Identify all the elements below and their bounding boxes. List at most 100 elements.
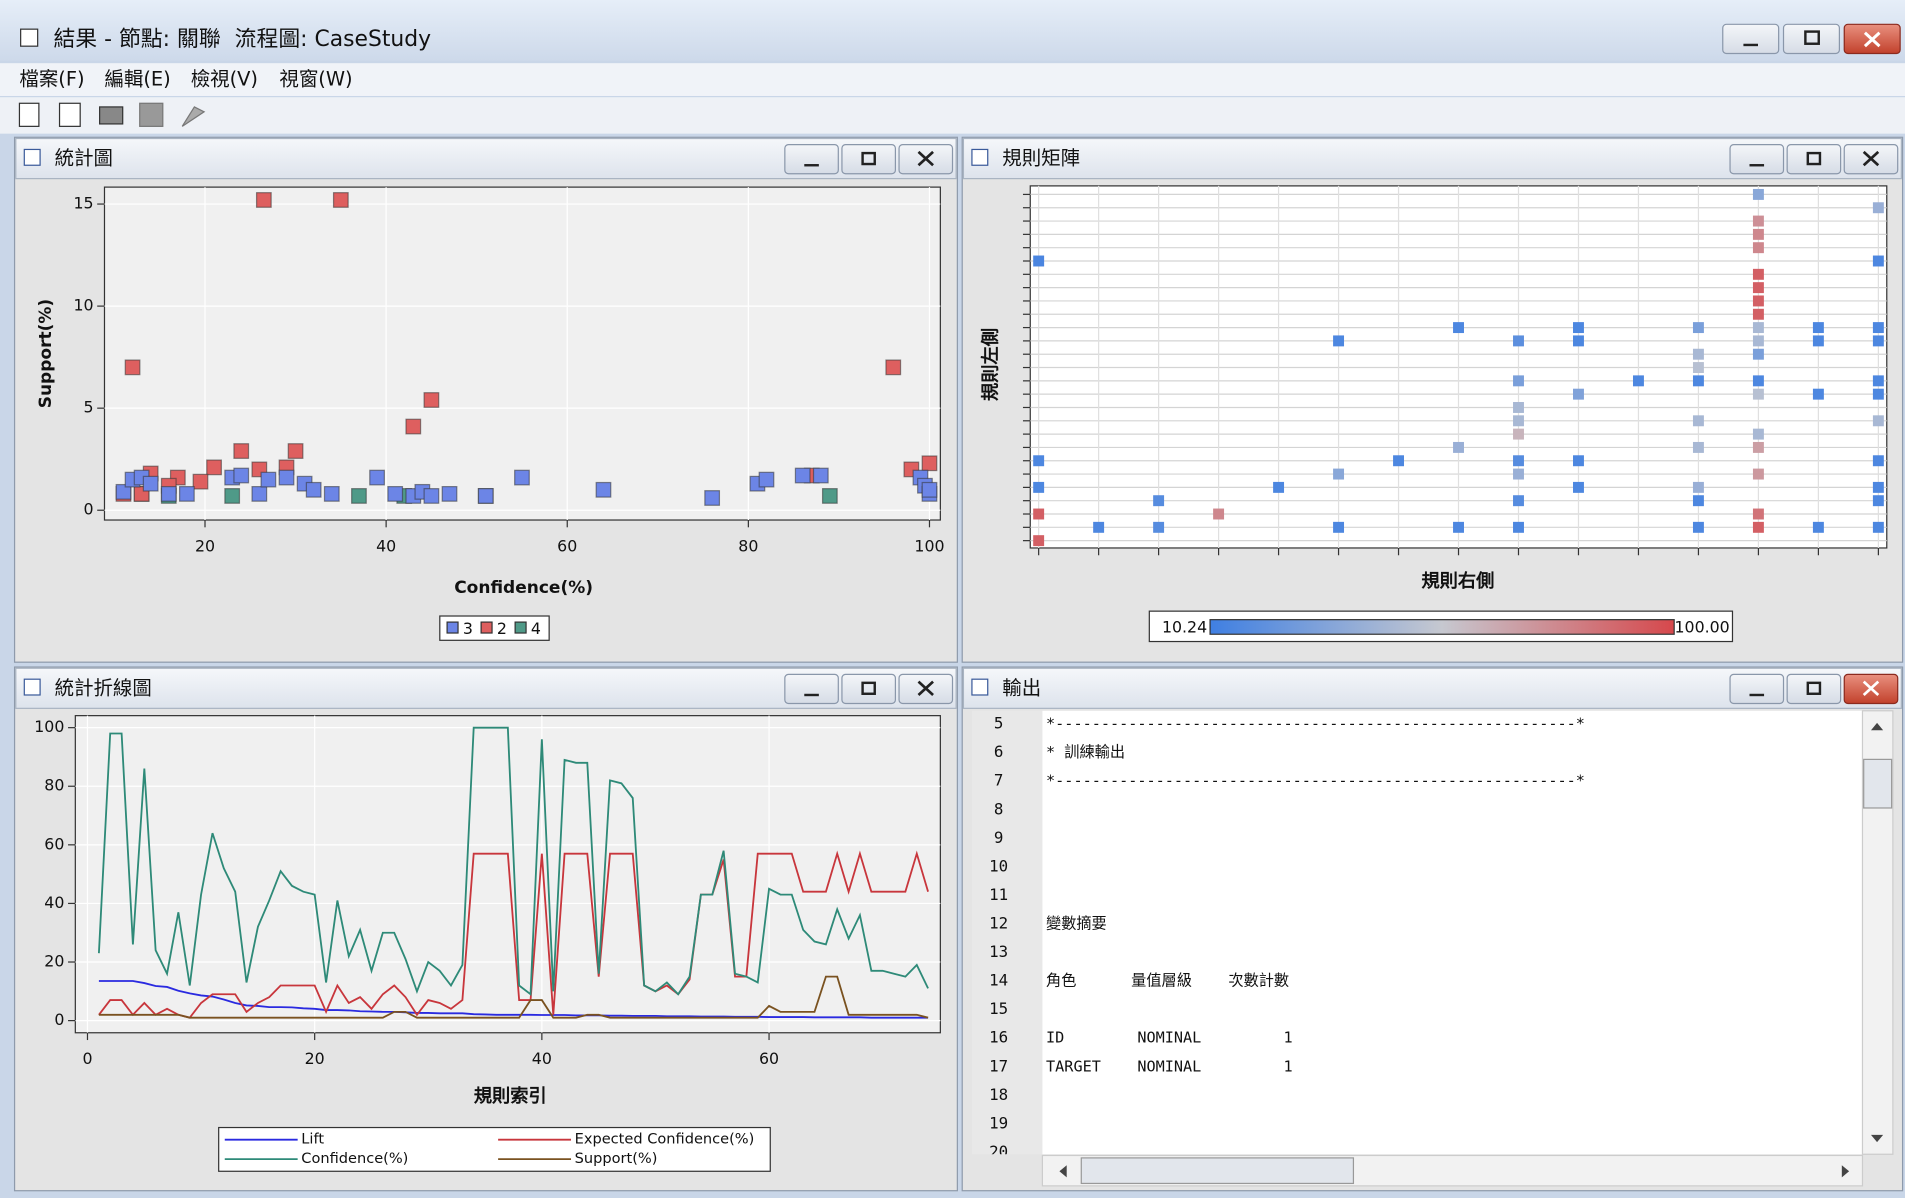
panel-icon [23, 678, 41, 696]
matrix-cell [1453, 322, 1464, 334]
matrix-cell [1033, 481, 1045, 493]
minimize-button[interactable] [1729, 143, 1785, 175]
maximize-button[interactable] [841, 673, 897, 705]
toolbar-button[interactable] [99, 106, 124, 125]
matrix-cell [1752, 441, 1764, 453]
line-number: 19 [989, 1113, 1008, 1132]
scatter-point [514, 469, 530, 486]
matrix-cell [1513, 402, 1524, 413]
toolbar-button[interactable] [181, 106, 206, 127]
y-tick-label: 60 [44, 834, 64, 853]
toolbar [0, 97, 1905, 134]
legend-label: 2 [497, 619, 507, 638]
scatter-point [423, 488, 440, 504]
output-text-area [1042, 710, 1863, 1155]
scatter-point [305, 481, 322, 498]
plot-area [74, 715, 941, 1034]
minimize-button[interactable] [1729, 673, 1785, 705]
matrix-cell [1213, 508, 1225, 520]
matrix-cell [1393, 455, 1405, 467]
icon [1862, 680, 1880, 696]
scatter-point [405, 418, 422, 435]
scatter-point [160, 485, 177, 502]
matrix-cell [1513, 335, 1524, 347]
x-tick-label: 80 [738, 536, 758, 555]
output-line: 變數摘要 [1046, 915, 1107, 933]
matrix-cell [1872, 415, 1884, 427]
matrix-cell [1752, 428, 1764, 440]
y-tick-label: 20 [44, 952, 64, 971]
scatter-point [812, 467, 829, 484]
matrix-cell [1752, 508, 1764, 520]
line-number: 5 [994, 714, 1004, 733]
toolbar-button[interactable] [58, 102, 81, 127]
matrix-cell [1453, 521, 1464, 533]
scatter-point [251, 485, 268, 502]
scatter-point [278, 469, 295, 486]
line-number: 13 [989, 942, 1008, 961]
menu-item[interactable]: 編輯(E) [104, 68, 170, 91]
scatter-point [224, 488, 241, 504]
line-number: 15 [989, 999, 1008, 1018]
menu-item[interactable]: 檢視(V) [191, 68, 258, 91]
matrix-cell [1093, 521, 1105, 533]
matrix-cell [1453, 441, 1464, 453]
matrix-cell [1033, 255, 1045, 267]
scatter-point [885, 359, 902, 376]
scatter-point [124, 359, 141, 376]
toolbar-button[interactable] [139, 102, 164, 127]
legend-label: 4 [531, 619, 541, 638]
matrix-cell [1812, 322, 1824, 334]
matrix-cell [1513, 521, 1524, 533]
scroll-thumb[interactable] [1080, 1157, 1355, 1185]
maximize-button[interactable] [1782, 23, 1841, 55]
legend-swatch [446, 621, 459, 634]
minimize-button[interactable] [1722, 23, 1780, 55]
minimize-button[interactable] [784, 673, 839, 705]
maximize-button[interactable] [1786, 673, 1842, 705]
scroll-thumb[interactable] [1863, 758, 1893, 809]
matrix-cell [1872, 521, 1884, 533]
toolbar-button[interactable] [18, 102, 40, 127]
scatter-point [192, 473, 209, 490]
maximize-button[interactable] [841, 143, 897, 175]
legend-label: Lift [301, 1131, 324, 1148]
x-axis-label: 規則右側 [1421, 570, 1494, 592]
matrix-cell [1573, 322, 1584, 334]
matrix-cell [1692, 348, 1704, 360]
icon [1806, 151, 1822, 166]
output-lines: 5 *--------------------------------------… [989, 714, 1585, 1155]
matrix-cell [1872, 255, 1884, 267]
matrix-cell [1752, 268, 1764, 280]
x-tick-label: 20 [305, 1049, 325, 1068]
matrix-cell [1752, 521, 1764, 533]
maximize-button[interactable] [1786, 143, 1842, 175]
icon [1863, 31, 1881, 48]
minimize-button[interactable] [784, 143, 839, 175]
matrix-cell [1513, 455, 1524, 467]
y-tick-label: 0 [54, 1010, 64, 1029]
scatter-point [369, 469, 385, 486]
colorbar-label: 10.24 [1162, 618, 1207, 637]
legend-label: Confidence(%) [301, 1150, 408, 1167]
scatter-point [441, 485, 458, 502]
matrix-cell [1153, 495, 1165, 507]
y-tick-label: 100 [34, 717, 64, 736]
x-axis-label: Confidence(%) [454, 578, 593, 598]
matrix-cell [1513, 375, 1524, 387]
matrix-cell [1513, 495, 1524, 507]
menu-item[interactable]: 檔案(F) [19, 68, 84, 91]
matrix-cell [1513, 415, 1524, 427]
line-gutter [971, 710, 1043, 1155]
output-line: * 訓練輸出 [1046, 743, 1125, 761]
matrix-cell [1033, 455, 1045, 467]
legend-label: Support(%) [575, 1150, 658, 1167]
scatter-point [115, 483, 132, 500]
matrix-cell [1153, 521, 1165, 533]
matrix-cell [1872, 495, 1884, 507]
menu-item[interactable]: 視窗(W) [279, 68, 352, 91]
output-line: *---------------------------------------… [1046, 772, 1585, 790]
matrix-cell [1752, 228, 1764, 240]
matrix-cell [1752, 215, 1764, 227]
